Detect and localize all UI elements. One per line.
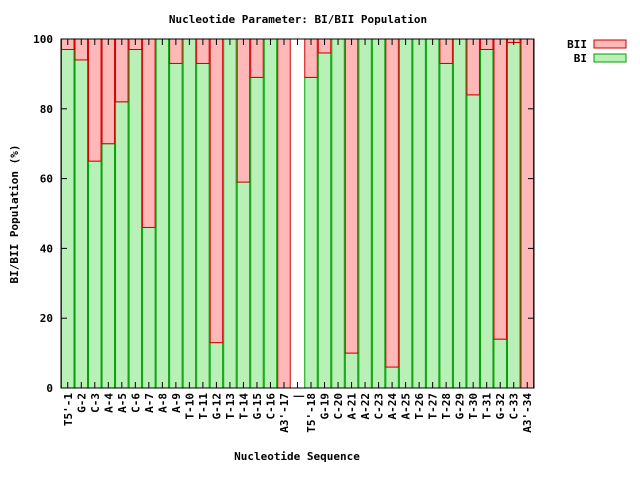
bar-bi (169, 62, 183, 389)
bar-bi (506, 41, 521, 389)
bars-group (61, 38, 535, 389)
bar-bi (209, 342, 224, 389)
x-tick-label: T-27 (427, 393, 440, 420)
x-tick-label: C-3 (89, 393, 102, 413)
x-tick-label: T-13 (224, 393, 237, 420)
x-tick-label: G-19 (319, 393, 332, 420)
x-tick-label: A-24 (386, 393, 399, 420)
y-tick-label: 20 (40, 312, 53, 325)
x-axis-label: Nucleotide Sequence (234, 450, 360, 463)
x-tick-label: C-6 (129, 393, 142, 413)
bar-bi (128, 48, 143, 389)
bar-bii (385, 38, 399, 368)
x-axis-ticks: T5'-1 G-2 C-3 A-4 A-5 C-6 A-7 A-8 A-9 T-10 T-11 G-1… (62, 39, 534, 433)
x-tick-label: A-5 (116, 393, 129, 413)
bar-bii (466, 38, 480, 96)
y-axis-label: BI/BII Population (%) (8, 144, 21, 283)
x-tick-label: | (292, 393, 305, 400)
bar-bii (344, 38, 359, 354)
bar-bi (88, 160, 102, 389)
x-tick-label: A-25 (400, 393, 413, 420)
chart-title: Nucleotide Parameter: BI/BII Population (169, 13, 427, 26)
bar-bii (493, 38, 507, 340)
bar-bi (317, 52, 332, 389)
bar-bi (304, 76, 318, 389)
bar-bi (398, 38, 413, 389)
bar-bi (331, 38, 345, 389)
bar-bi (425, 38, 440, 389)
bar-bii (115, 38, 129, 103)
x-tick-label: A3'-17 (278, 393, 291, 433)
bar-bi (250, 76, 264, 389)
x-tick-label: T5'-18 (305, 393, 318, 433)
bar-bi (452, 38, 467, 389)
y-tick-label: 80 (40, 103, 53, 116)
bar-bi (412, 38, 426, 389)
x-tick-label: C-33 (508, 393, 521, 420)
x-tick-label: A-9 (170, 393, 183, 413)
bar-bi (115, 101, 129, 389)
x-tick-label: T-30 (467, 393, 480, 420)
bar-bi (155, 38, 170, 389)
bar-bi (142, 226, 156, 389)
x-tick-label: G-2 (75, 393, 88, 413)
bar-bi (466, 94, 480, 389)
bar-bi (479, 48, 494, 389)
x-tick-label: A-7 (143, 393, 156, 413)
legend-swatch (593, 53, 627, 63)
bar-bi (223, 38, 237, 389)
x-tick-label: G-32 (494, 393, 507, 420)
x-tick-label: T-11 (197, 393, 210, 420)
x-tick-label: T5'-1 (62, 393, 75, 426)
y-axis-ticks: 0 20 40 60 80 100 (33, 33, 534, 395)
bar-bi (182, 38, 197, 389)
bar-bii (520, 38, 535, 389)
legend-label: BI (574, 52, 587, 65)
x-tick-label: G-29 (454, 393, 467, 420)
bar-bi (358, 38, 372, 389)
x-tick-label: C-16 (264, 393, 277, 420)
x-tick-label: G-12 (210, 393, 223, 420)
x-tick-label: T-26 (413, 393, 426, 420)
legend-label: BII (567, 38, 587, 51)
x-tick-label: T-14 (237, 393, 250, 420)
bar-bi (439, 62, 453, 389)
x-tick-label: A-21 (346, 393, 359, 420)
x-tick-label: T-28 (440, 393, 453, 420)
bar-bii (88, 38, 102, 162)
x-tick-label: A-8 (156, 393, 169, 413)
bar-bi (101, 143, 116, 389)
y-tick-label: 60 (40, 173, 53, 186)
y-tick-label: 0 (46, 382, 53, 395)
x-tick-label: A-4 (102, 393, 115, 413)
legend-swatch (593, 39, 627, 49)
bar-bii (236, 38, 251, 183)
bar-bii (209, 38, 224, 344)
bar-bi (263, 38, 278, 389)
bar-bii (277, 38, 291, 389)
bar-bii (101, 38, 116, 145)
x-tick-label: G-15 (251, 393, 264, 420)
bar-bi (196, 62, 210, 389)
bar-bii (142, 38, 156, 228)
x-tick-label: A-22 (359, 393, 372, 420)
x-tick-label: A3'-34 (521, 393, 534, 433)
bar-bi (371, 38, 386, 389)
bar-bi (74, 59, 89, 389)
bar-bi (493, 338, 507, 389)
bar-bi (236, 181, 251, 389)
y-tick-label: 40 (40, 242, 53, 255)
x-tick-label: T-31 (481, 393, 494, 420)
x-tick-label: C-23 (373, 393, 386, 420)
x-tick-label: C-20 (332, 393, 345, 420)
x-tick-label: T-10 (183, 393, 196, 420)
y-tick-label: 100 (33, 33, 53, 46)
bar-bi (61, 48, 75, 389)
